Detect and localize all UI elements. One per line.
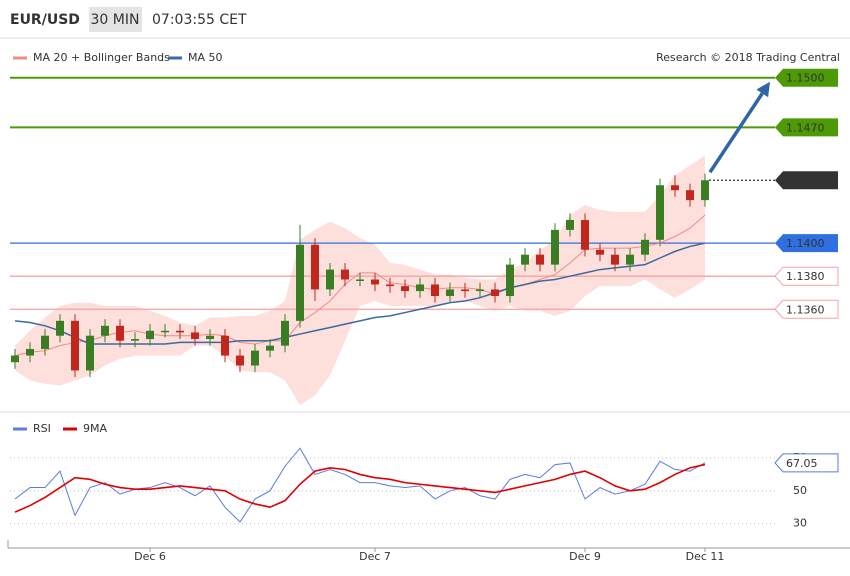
y-tick-label: 50 xyxy=(793,484,807,497)
level-badge xyxy=(775,234,838,253)
candle-body xyxy=(656,185,664,240)
candle-body xyxy=(611,254,619,265)
candle-body xyxy=(236,355,244,366)
candle-body xyxy=(461,289,469,292)
candle-body xyxy=(326,269,334,290)
candle-body xyxy=(566,219,574,230)
candle-body xyxy=(11,355,19,363)
candle-body xyxy=(161,330,169,333)
y-tick-label: 30 xyxy=(793,517,807,530)
credit: Research © 2018 Trading Central xyxy=(656,51,840,64)
x-tick-label: Dec 6 xyxy=(134,550,166,563)
candle-body xyxy=(251,350,259,366)
x-tick-label: Dec 11 xyxy=(686,550,725,563)
candle-body xyxy=(56,320,64,336)
level-badge xyxy=(775,118,838,137)
candle-body xyxy=(386,284,394,287)
candle-body xyxy=(431,284,439,297)
candle-body xyxy=(146,330,154,340)
candle-body xyxy=(311,244,319,290)
candle-body xyxy=(221,335,229,356)
forecast-arrow xyxy=(708,92,764,174)
candle-body xyxy=(701,180,709,201)
candle-body xyxy=(131,339,139,341)
candle-body xyxy=(266,345,274,351)
candle-body xyxy=(41,335,49,349)
candle-body xyxy=(551,229,559,265)
legend-label: RSI xyxy=(33,422,51,435)
value-label: 67.05 xyxy=(786,457,818,470)
time: 07:03:55 CET xyxy=(152,12,247,28)
ma-line xyxy=(14,242,706,345)
legend-label: 9MA xyxy=(83,422,107,435)
candle-body xyxy=(581,219,589,250)
candle-body xyxy=(356,279,364,281)
candle-body xyxy=(176,330,184,333)
candle-body xyxy=(341,269,349,280)
chart-title: EUR/USD xyxy=(10,12,80,28)
candle-body xyxy=(626,254,634,265)
level-label: 1.1380 xyxy=(786,270,825,283)
candle-body xyxy=(506,264,514,297)
candle-body xyxy=(281,320,289,346)
candle-body xyxy=(191,332,199,340)
candle-body xyxy=(476,289,484,292)
x-tick-label: Dec 7 xyxy=(359,550,391,563)
candle-body xyxy=(206,335,214,340)
candle-body xyxy=(26,348,34,356)
forecast-arrow-head xyxy=(756,81,770,98)
candle-body xyxy=(641,239,649,255)
candle-body xyxy=(86,335,94,371)
level-badge xyxy=(775,68,838,87)
candle-body xyxy=(416,284,424,292)
level-label: 1.1470 xyxy=(786,121,825,134)
level-badge xyxy=(774,299,839,319)
candle-body xyxy=(536,254,544,265)
candle-body xyxy=(101,325,109,336)
level-label: 1.1438 xyxy=(786,174,825,187)
candle-body xyxy=(686,190,694,201)
timeframe: 30 MIN xyxy=(91,12,140,28)
candle-body xyxy=(596,249,604,255)
candle-body xyxy=(671,185,679,191)
level-label: 1.1400 xyxy=(786,237,825,250)
x-tick-label: Dec 9 xyxy=(569,550,601,563)
candle-body xyxy=(371,279,379,285)
candle-body xyxy=(446,289,454,297)
candle-body xyxy=(71,320,79,371)
candle-body xyxy=(116,325,124,341)
level-label: 1.1360 xyxy=(786,303,825,316)
indicator-line xyxy=(14,447,706,523)
level-badge xyxy=(774,266,839,286)
value-badge xyxy=(774,453,839,473)
candle-body xyxy=(296,244,304,321)
indicator-line xyxy=(14,463,706,513)
level-label: 1.1500 xyxy=(786,72,825,85)
candle-body xyxy=(401,286,409,292)
candle-body xyxy=(491,289,499,297)
legend-label: MA 50 xyxy=(188,51,223,64)
candle-body xyxy=(521,254,529,265)
timeframe-box xyxy=(89,7,142,32)
legend-label: MA 20 + Bollinger Bands xyxy=(33,51,170,64)
level-badge xyxy=(775,171,838,190)
